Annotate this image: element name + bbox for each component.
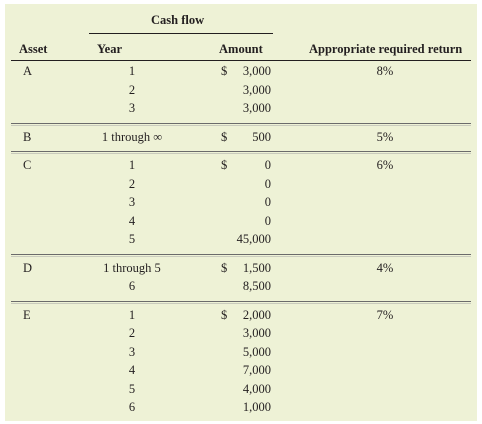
- asset-label: B: [23, 130, 32, 144]
- year-cell: 1: [128, 308, 136, 322]
- required-return: 7%: [376, 308, 394, 322]
- year-cell: 6: [128, 400, 136, 414]
- year-cell: 5: [128, 382, 136, 396]
- asset-group-divider-shadow: [11, 256, 471, 257]
- year-cell: 5: [128, 232, 136, 246]
- amount-cell: 1,500: [242, 261, 271, 275]
- asset-label: E: [23, 308, 31, 322]
- amount-cell: 7,000: [242, 363, 271, 377]
- year-cell: 2: [128, 83, 136, 97]
- amount-cell: 0: [264, 214, 271, 228]
- amount-cell: 2,000: [242, 308, 271, 322]
- year-cell: 1: [128, 64, 136, 78]
- year-cell: 3: [128, 101, 136, 115]
- amount-cell: 45,000: [236, 232, 271, 246]
- amount-cell: 5,000: [242, 345, 271, 359]
- asset-label: C: [23, 158, 32, 172]
- cash-flow-table: Cash flow Asset Year Amount Appropriate …: [5, 4, 477, 421]
- header-rule: [11, 60, 471, 61]
- asset-column-header: Asset: [19, 42, 48, 56]
- year-cell: 1 through 5: [103, 261, 161, 275]
- dollar-sign: $: [221, 308, 228, 322]
- asset-group-divider-shadow: [11, 303, 471, 304]
- amount-cell: 0: [264, 195, 271, 209]
- amount-cell: 8,500: [242, 279, 271, 293]
- amount-column-header: Amount: [219, 42, 263, 56]
- dollar-sign: $: [221, 130, 228, 144]
- amount-cell: 3,000: [242, 326, 271, 340]
- asset-label: A: [23, 64, 33, 78]
- dollar-sign: $: [221, 158, 228, 172]
- year-cell: 2: [128, 177, 136, 191]
- required-return: 8%: [376, 64, 394, 78]
- amount-cell: 3,000: [242, 83, 271, 97]
- amount-cell: 0: [264, 177, 271, 191]
- year-cell: 4: [128, 363, 136, 377]
- required-return: 6%: [376, 158, 394, 172]
- required-return: 4%: [376, 261, 394, 275]
- asset-group-divider-shadow: [11, 125, 471, 126]
- amount-cell: 3,000: [242, 64, 271, 78]
- year-cell: 2: [128, 326, 136, 340]
- asset-group-divider: [11, 123, 471, 124]
- return-column-header: Appropriate required return: [309, 42, 463, 56]
- year-cell: 3: [128, 195, 136, 209]
- cash-flow-group-header: Cash flow: [151, 13, 205, 27]
- asset-group-divider: [11, 301, 471, 302]
- asset-group-divider: [11, 254, 471, 255]
- asset-label: D: [23, 261, 33, 275]
- amount-cell: 1,000: [242, 400, 271, 414]
- year-cell: 1 through ∞: [101, 130, 163, 144]
- dollar-sign: $: [221, 261, 228, 275]
- asset-group-divider-shadow: [11, 153, 471, 154]
- year-column-header: Year: [97, 42, 122, 56]
- year-cell: 4: [128, 214, 136, 228]
- year-cell: 1: [128, 158, 136, 172]
- asset-group-divider: [11, 151, 471, 152]
- amount-cell: 4,000: [242, 382, 271, 396]
- amount-cell: 500: [252, 130, 271, 144]
- year-cell: 3: [128, 345, 136, 359]
- cash-flow-group-rule: [89, 33, 273, 34]
- required-return: 5%: [376, 130, 394, 144]
- year-cell: 6: [128, 279, 136, 293]
- dollar-sign: $: [221, 64, 228, 78]
- amount-cell: 3,000: [242, 101, 271, 115]
- amount-cell: 0: [264, 158, 271, 172]
